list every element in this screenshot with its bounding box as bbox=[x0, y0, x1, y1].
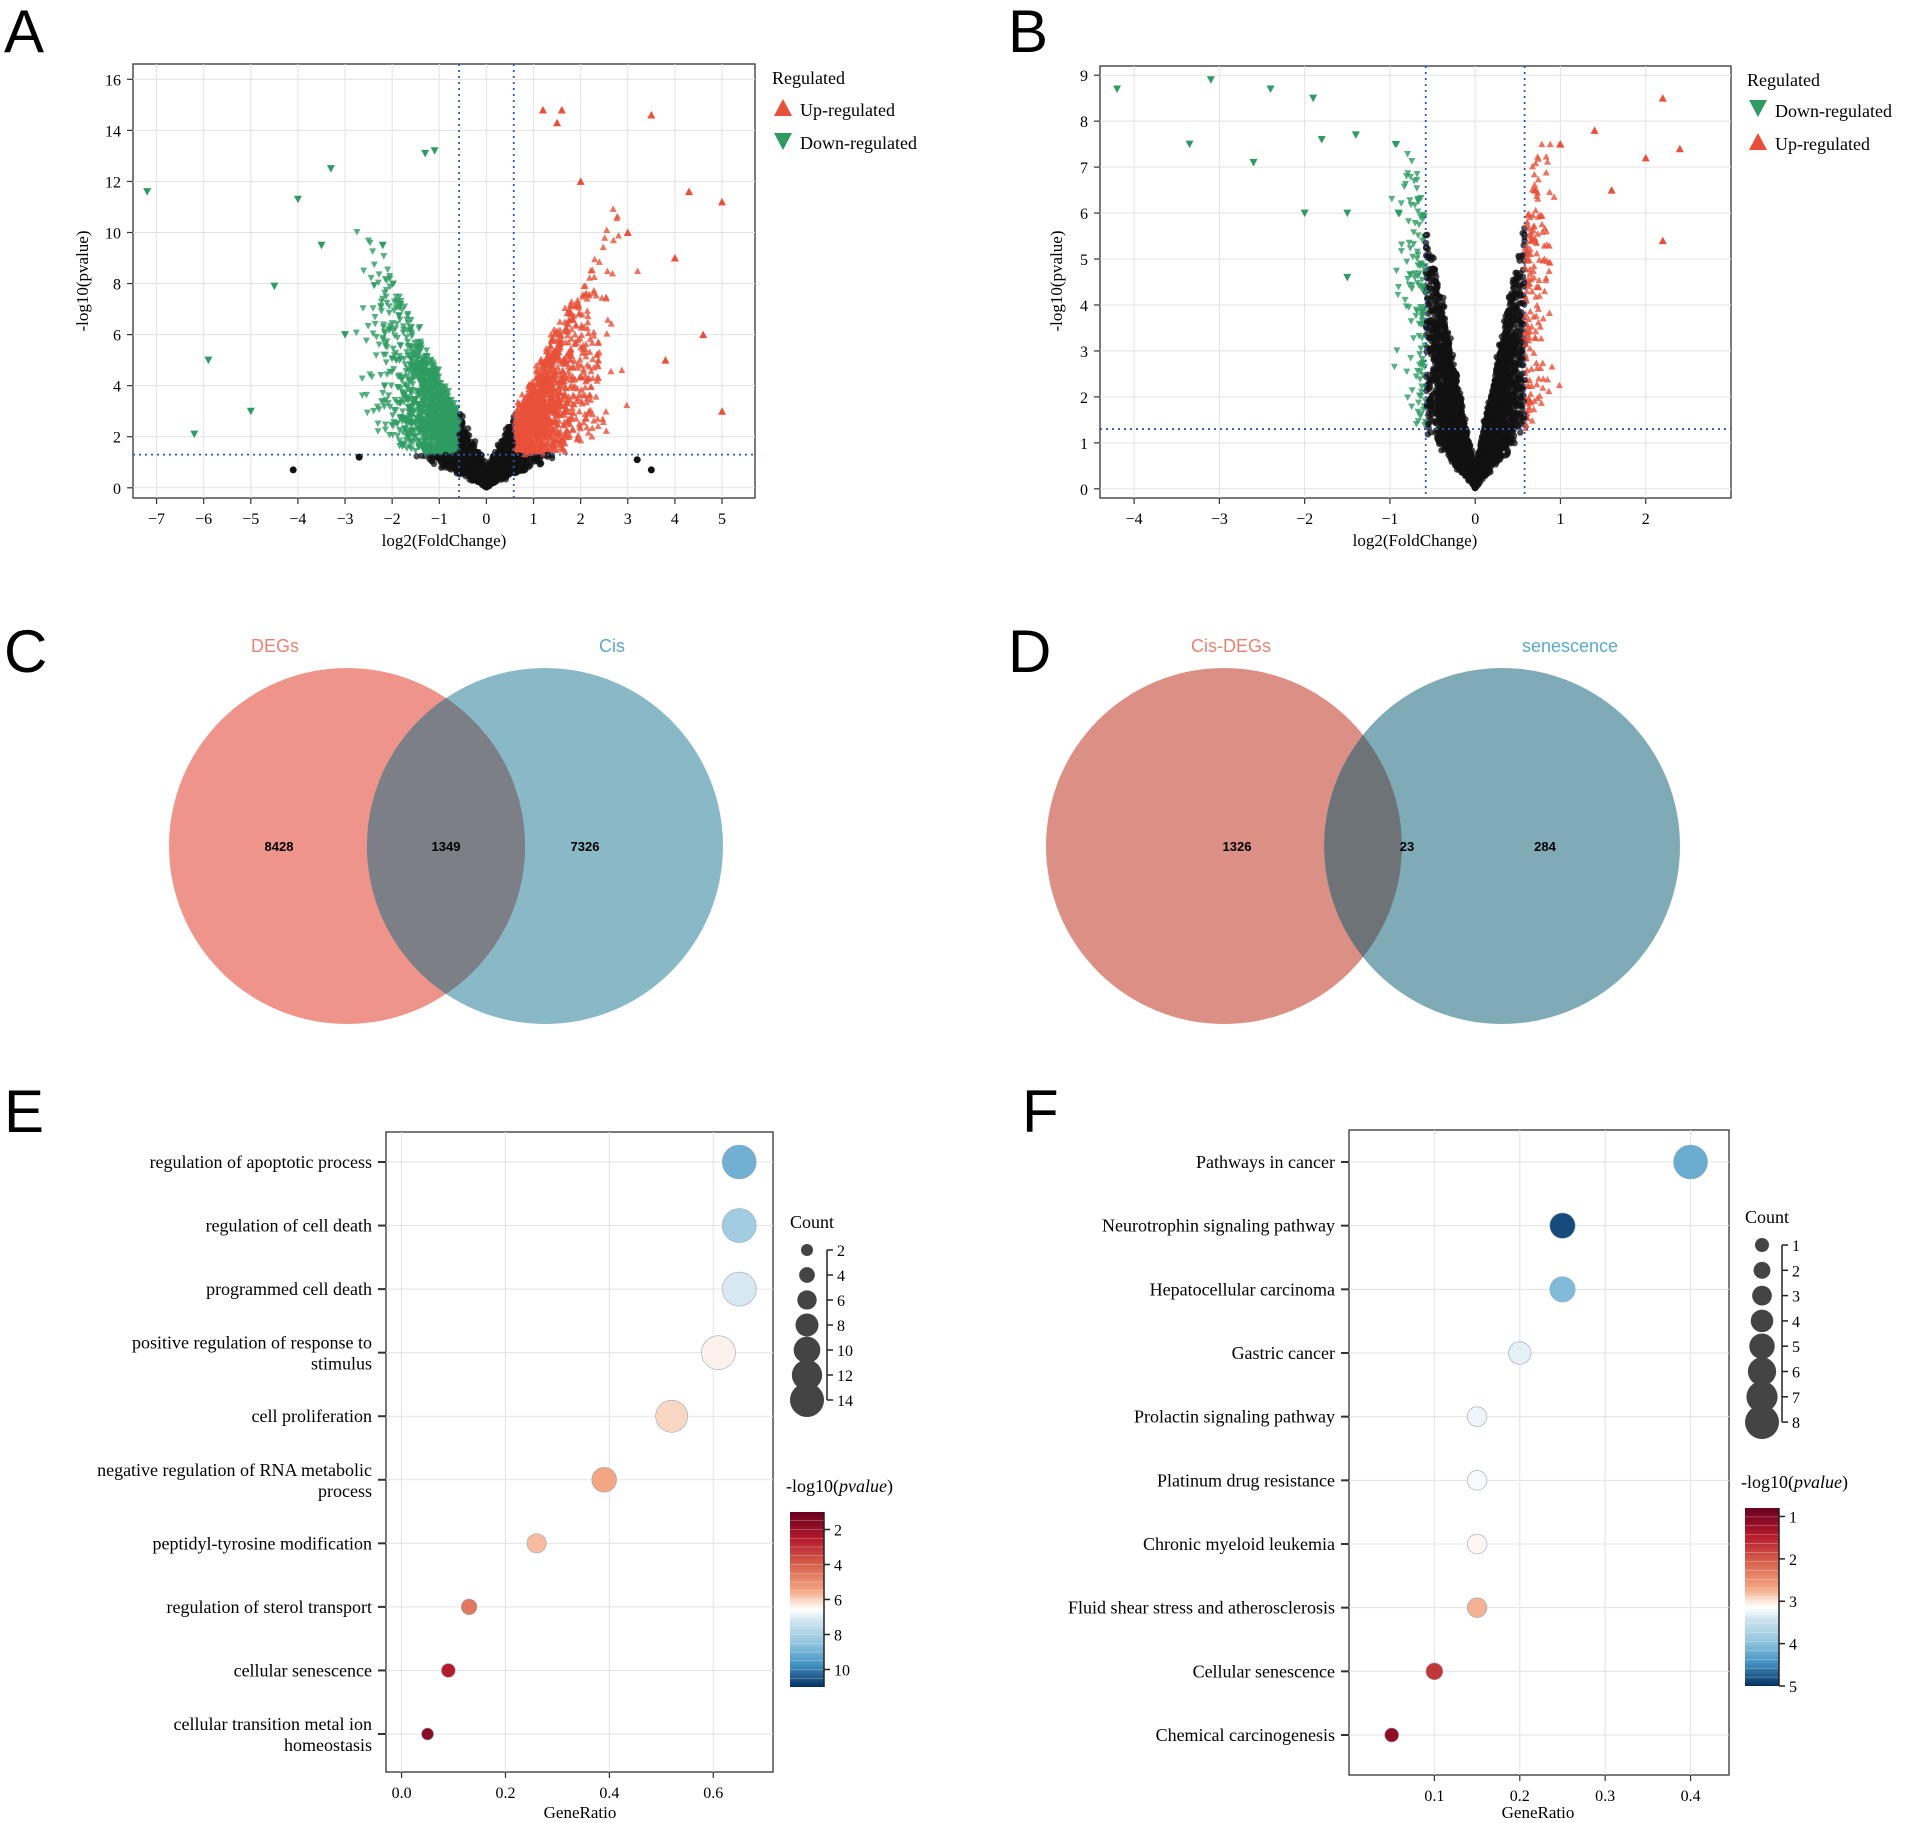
panel-label-e: E bbox=[4, 1078, 44, 1145]
data-point bbox=[418, 452, 425, 459]
data-point bbox=[411, 339, 419, 347]
data-point bbox=[396, 427, 404, 434]
data-point bbox=[559, 421, 567, 429]
data-point bbox=[394, 420, 402, 428]
data-point bbox=[615, 231, 623, 239]
data-point bbox=[367, 274, 375, 282]
data-point bbox=[403, 334, 411, 341]
data-point bbox=[584, 329, 592, 337]
data-point bbox=[609, 236, 617, 244]
data-point bbox=[574, 296, 582, 304]
data-point bbox=[577, 361, 585, 369]
data-point bbox=[377, 308, 385, 315]
data-point bbox=[591, 255, 599, 263]
panel-label-f: F bbox=[1022, 1078, 1059, 1145]
data-point bbox=[588, 432, 596, 440]
data-point bbox=[399, 408, 407, 415]
data-point bbox=[584, 318, 592, 326]
data-point bbox=[588, 339, 596, 346]
data-point bbox=[359, 305, 367, 312]
data-point bbox=[411, 447, 419, 455]
data-point bbox=[595, 258, 603, 265]
data-point bbox=[568, 335, 576, 342]
data-point bbox=[366, 239, 374, 247]
panel-label-a: A bbox=[4, 0, 44, 65]
data-point bbox=[568, 404, 576, 412]
data-point bbox=[556, 318, 564, 325]
data-point bbox=[583, 423, 591, 431]
data-point bbox=[374, 428, 382, 435]
data-point bbox=[358, 392, 366, 399]
panel-label-d: D bbox=[1008, 618, 1051, 685]
data-point bbox=[569, 391, 577, 398]
data-point bbox=[564, 331, 572, 339]
data-point bbox=[602, 427, 610, 434]
data-point bbox=[381, 426, 389, 434]
panel-label-b: B bbox=[1008, 0, 1048, 65]
data-point bbox=[370, 261, 378, 269]
data-point bbox=[383, 299, 391, 307]
data-point bbox=[586, 335, 594, 342]
data-point bbox=[602, 407, 610, 415]
data-point bbox=[568, 325, 576, 333]
data-point bbox=[586, 391, 594, 398]
data-point bbox=[430, 460, 438, 468]
data-point bbox=[375, 341, 383, 349]
data-point bbox=[368, 373, 376, 381]
data-point bbox=[590, 364, 598, 371]
data-point bbox=[377, 304, 385, 311]
data-point bbox=[594, 362, 602, 370]
data-point bbox=[423, 347, 431, 354]
panel-label-c: C bbox=[4, 618, 47, 685]
